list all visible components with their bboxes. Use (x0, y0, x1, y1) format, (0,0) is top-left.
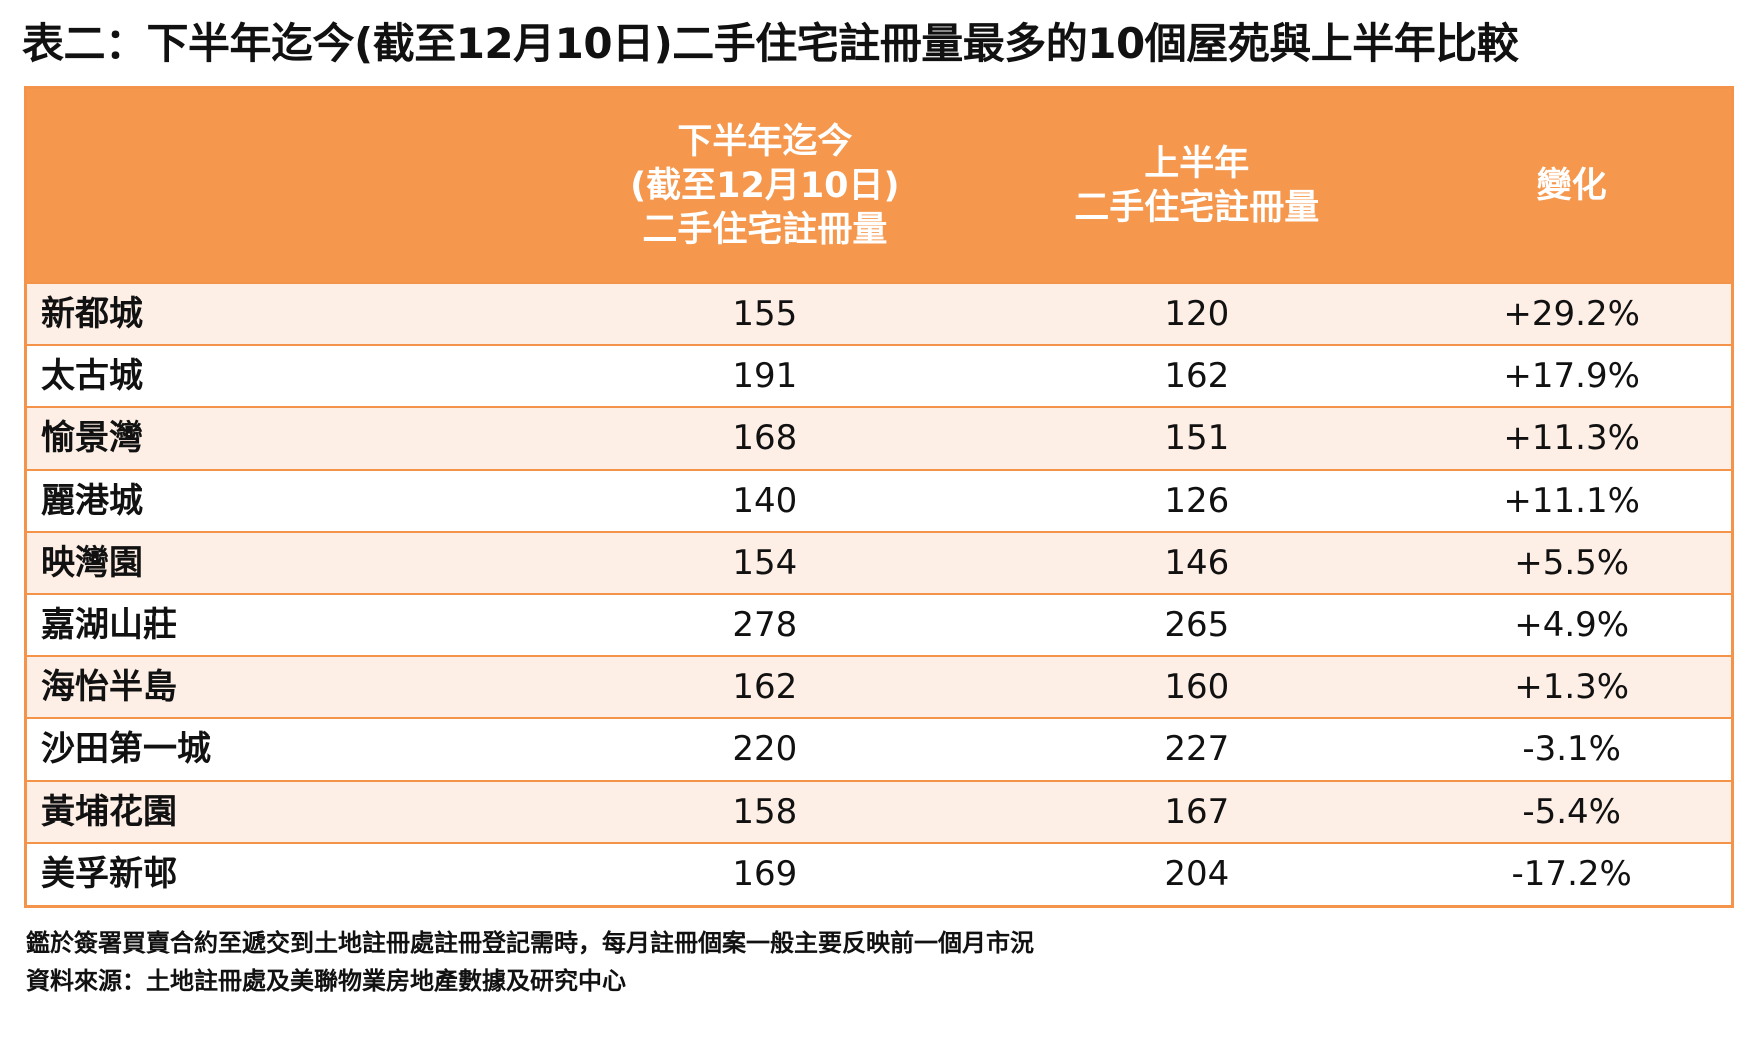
first-half-count: 265 (981, 592, 1413, 657)
header-estate (27, 89, 548, 283)
estate-name: 黃埔花園 (27, 779, 549, 843)
estate-name: 愉景灣 (27, 406, 549, 470)
header-first-half-line1: 上半年 (1144, 143, 1250, 184)
second-half-count: 158 (548, 779, 982, 843)
table-row: 映灣園 154 146 +5.5% (27, 530, 1731, 594)
change-percent: +5.5% (1412, 530, 1731, 594)
second-half-count: 278 (548, 592, 982, 657)
estate-name: 太古城 (27, 344, 549, 408)
table-row: 太古城 191 162 +17.9% (27, 344, 1731, 408)
estate-name: 新都城 (27, 281, 549, 346)
change-percent: -3.1% (1412, 717, 1731, 781)
header-second-half-line2: (截至12月10日) (630, 165, 900, 206)
header-second-half-line1: 下半年迄今 (677, 121, 853, 162)
first-half-count: 167 (981, 779, 1413, 843)
estate-name: 嘉湖山莊 (27, 592, 549, 657)
second-half-count: 140 (548, 468, 982, 532)
footnotes: 鑑於簽署買賣合約至遞交到土地註冊處註冊登記需時，每月註冊個案一般主要反映前一個月… (26, 924, 1726, 1000)
first-half-count: 146 (981, 530, 1413, 594)
estate-name: 映灣園 (27, 530, 549, 594)
table-row: 海怡半島 162 160 +1.3% (27, 655, 1731, 719)
header-second-half-line3: 二手住宅註冊量 (642, 209, 888, 250)
table-row: 愉景灣 168 151 +11.3% (27, 406, 1731, 470)
table-row: 沙田第一城 220 227 -3.1% (27, 717, 1731, 781)
first-half-count: 204 (981, 841, 1413, 905)
second-half-count: 154 (548, 530, 982, 594)
header-change: 變化 (1536, 165, 1607, 206)
first-half-count: 227 (981, 717, 1413, 781)
second-half-count: 162 (548, 655, 982, 719)
second-half-count: 191 (548, 344, 982, 408)
table-row: 嘉湖山莊 278 265 +4.9% (27, 592, 1731, 657)
registration-table: 下半年迄今 (截至12月10日) 二手住宅註冊量 上半年 二手住宅註冊量 變化 … (24, 86, 1734, 908)
first-half-count: 120 (981, 281, 1413, 346)
first-half-count: 162 (981, 344, 1413, 408)
first-half-count: 126 (981, 468, 1413, 532)
table-row: 美孚新邨 169 204 -17.2% (27, 841, 1731, 905)
estate-name: 美孚新邨 (27, 841, 549, 905)
table-row: 麗港城 140 126 +11.1% (27, 468, 1731, 532)
change-percent: -5.4% (1412, 779, 1731, 843)
header-first-half-line2: 二手住宅註冊量 (1074, 187, 1320, 228)
footnote-registration-lag: 鑑於簽署買賣合約至遞交到土地註冊處註冊登記需時，每月註冊個案一般主要反映前一個月… (26, 929, 1034, 957)
footnote-source: 資料來源：土地註冊處及美聯物業房地產數據及研究中心 (26, 967, 626, 995)
change-percent: +1.3% (1412, 655, 1731, 719)
table-row: 黃埔花園 158 167 -5.4% (27, 779, 1731, 843)
change-percent: +4.9% (1412, 592, 1731, 657)
header-first-half: 上半年 二手住宅註冊量 (981, 89, 1412, 283)
estate-name: 麗港城 (27, 468, 549, 532)
data-table: 下半年迄今 (截至12月10日) 二手住宅註冊量 上半年 二手住宅註冊量 變化 … (27, 89, 1731, 905)
second-half-count: 155 (548, 281, 982, 346)
estate-name: 海怡半島 (27, 655, 549, 719)
header-second-half: 下半年迄今 (截至12月10日) 二手住宅註冊量 (548, 89, 981, 283)
second-half-count: 168 (548, 406, 982, 470)
change-percent: +11.1% (1412, 468, 1731, 532)
second-half-count: 220 (548, 717, 982, 781)
table-row: 新都城 155 120 +29.2% (27, 281, 1731, 346)
estate-name: 沙田第一城 (27, 717, 549, 781)
change-percent: +29.2% (1412, 281, 1731, 346)
change-percent: -17.2% (1412, 841, 1731, 905)
change-percent: +11.3% (1412, 406, 1731, 470)
first-half-count: 151 (981, 406, 1413, 470)
first-half-count: 160 (981, 655, 1413, 719)
second-half-count: 169 (548, 841, 982, 905)
change-percent: +17.9% (1412, 344, 1731, 408)
page-title: 表二：下半年迄今(截至12月10日)二手住宅註冊量最多的10個屋苑與上半年比較 (22, 19, 1519, 68)
table-header-row: 下半年迄今 (截至12月10日) 二手住宅註冊量 上半年 二手住宅註冊量 變化 (27, 89, 1731, 283)
